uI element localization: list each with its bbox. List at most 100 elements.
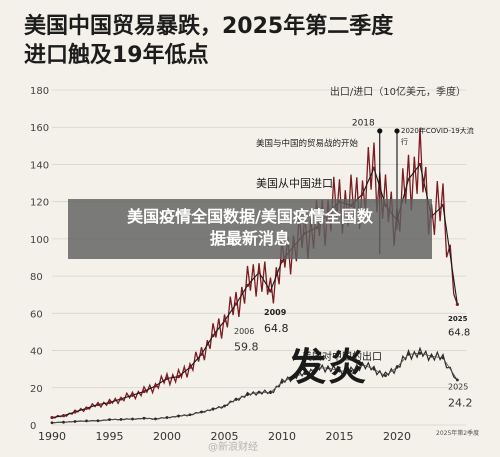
x-tick-label: 1995 [96,430,124,443]
exports-point [455,378,459,382]
title-line-2: 进口触及19年低点 [24,43,209,68]
exports-point [315,366,318,370]
exports-series-label: 美国对中国的出口 [302,350,382,363]
y-tick-label: 180 [30,86,49,97]
covid-label-1: 2020年COVID-19大流 [401,126,474,135]
y-tick-label: 60 [30,309,43,320]
imports-point [268,289,273,293]
imports-point [280,259,284,263]
exports-point [246,393,249,397]
unit-label: 出口/进口（10亿美元，季度） [330,85,466,98]
exports-point [418,351,422,355]
x-tick-label: 2015 [326,430,354,443]
exports-point [223,404,226,408]
imports-point [73,410,77,414]
x-tick-label: 2000 [153,430,181,443]
imports-point [107,401,112,405]
exports-point [119,418,123,421]
exports-point [269,391,272,395]
x-tick-label: 2020 [383,430,411,443]
exports-point [131,417,134,421]
x-tick-label: 1990 [38,430,66,443]
exports-point [211,407,215,411]
trade-war-dot [377,128,383,134]
exports-point [165,416,169,419]
exports-trend-line [51,352,458,424]
y-tick-label: 120 [30,198,49,209]
imports-point [165,376,169,381]
exports-point [177,414,180,418]
exports-point [188,413,192,417]
imports-point [418,162,422,167]
imports-point [222,319,227,323]
exports-point [142,416,146,420]
imports-point [130,393,135,397]
exports-point [257,390,261,394]
watermark: @新浪财经 [208,442,258,453]
value-2009: 64.8 [264,322,289,335]
exports-point [108,418,111,422]
value-2025-exports: 24.2 [448,396,473,409]
imports-point [50,415,54,420]
value-2006: 59.8 [234,341,259,354]
imports-point [234,302,238,306]
exports-point [349,369,353,373]
covid-label-2: 行 [401,137,408,146]
title-line-1: 美国中国贸易暴跌，2025年第二季度 [24,14,394,39]
x-tick-label: 2005 [211,430,239,443]
exports-line [52,346,458,424]
exports-point [292,375,295,379]
value-2025-imports: 64.8 [448,328,470,339]
covid-dot [394,128,400,134]
overlay-banner: 美国疫情全国数据/美国疫情全国数 据最新消息 [68,199,432,259]
imports-point [372,166,376,170]
exports-point [372,367,376,371]
y-tick-label: 20 [30,384,43,395]
exports-point [407,352,410,356]
banner-line-1: 美国疫情全国数据/美国疫情全国数 [127,207,373,226]
y-tick-label: 140 [30,160,49,171]
exports-point [384,374,387,378]
x-tick-label: 2010 [268,430,296,443]
imports-point [84,406,89,410]
trade-war-year: 2018 [352,118,375,128]
imports-point [455,302,459,306]
imports-point [188,365,192,369]
imports-point [96,402,100,407]
value-2025-imports-year: 2025 [448,315,468,323]
exports-point [50,421,54,425]
source-note: 2025年第2季度 [436,429,479,437]
exports-point [395,365,399,369]
imports-point [441,203,445,207]
imports-point [153,384,158,388]
imports-point [257,270,261,274]
value-2006-year: 2006 [234,327,254,336]
exports-point [62,420,65,424]
exports-point [326,366,330,370]
imports-point [360,192,365,196]
y-tick-label: 100 [30,235,49,246]
imports-point [119,397,123,401]
value-2009-year: 2009 [264,308,287,317]
exports-point [96,419,100,423]
imports-point [61,414,66,418]
exports-point [280,380,284,384]
imports-point [142,389,146,394]
imports-point [199,352,204,356]
exports-point [73,420,77,423]
imports-point [211,334,215,338]
y-tick-label: 0 [30,421,36,432]
value-2025-exports-year: 2025 [448,383,468,392]
page-title: 美国中国贸易暴跌，2025年第二季度 进口触及19年低点 [24,12,494,70]
imports-series-label: 美国从中国进口 [256,177,333,190]
exports-point [338,369,341,373]
imports-point [176,375,181,379]
trade-war-label: 美国与中国的贸易战的开始 [256,138,359,149]
exports-point [85,419,88,423]
exports-point [303,372,307,376]
y-tick-label: 40 [30,347,43,358]
exports-point [430,354,433,358]
y-tick-label: 160 [30,123,49,134]
imports-point [245,283,250,288]
